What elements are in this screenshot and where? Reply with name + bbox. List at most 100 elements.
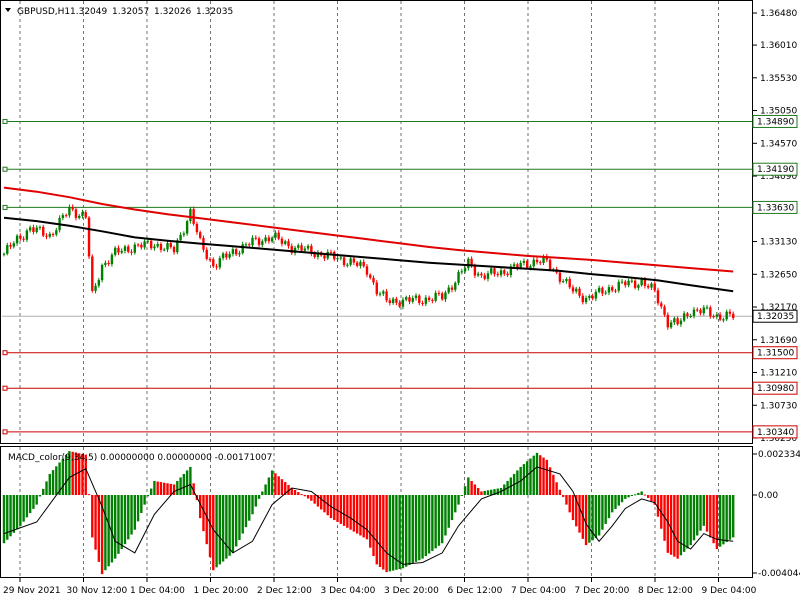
level-handle-icon [2,118,8,124]
macd-bar [313,495,316,504]
candle-body [460,271,463,273]
candle-body [679,320,683,325]
candle-body [490,268,493,274]
x-tick-label: 6 Dec 12:00 [448,586,503,596]
macd-bar [522,464,526,495]
candle-body [244,244,248,246]
macd-bar [483,490,486,495]
candle-body [61,215,65,218]
candle-body [699,309,702,314]
candle-body [316,252,320,258]
macd-bar [405,495,408,567]
macd-histogram [2,451,735,575]
candle-body [408,297,411,302]
candle-body [526,260,529,268]
macd-bar [58,462,61,495]
candle-body [270,237,274,242]
macd-bar [614,495,617,509]
candle-body [467,258,470,269]
macd-bar [643,494,647,496]
macd-bar [395,495,398,570]
macd-bar [480,491,483,495]
macd-bar [365,495,369,540]
candle-body [293,247,297,254]
level-handle-icon [2,166,8,172]
candle-body [463,268,467,272]
candle-body [444,292,447,300]
candle-body [323,255,326,259]
chevron-down-icon[interactable] [5,8,11,12]
macd-bar [447,495,450,528]
macd-bar [604,495,607,524]
macd-bar [117,495,120,554]
candle-body [55,230,58,235]
candle-body [91,256,94,291]
macd-bar [496,488,499,495]
macd-bar [486,490,490,495]
candle-body [640,279,643,286]
y-tick-label: 1.36010 [760,41,797,51]
macd-bar [682,495,686,552]
macd-bar [597,495,601,536]
macd-bar [575,495,578,527]
macd-bar [38,495,42,497]
macd-label: MACD_color(9,34,5) 0.00000000 0.00000000… [8,453,272,463]
level-tag [752,200,798,214]
candle-body [25,230,29,240]
macd-signal-line [3,466,734,565]
x-tick-label: 30 Nov 12:00 [67,586,128,596]
candle-body [532,259,535,267]
x-tick-label: 7 Dec 04:00 [511,586,566,596]
macd-bar [624,495,627,499]
candle-body [12,243,16,247]
level-handle-icon [2,429,8,435]
candle-body [104,262,107,265]
macd-bar [679,495,683,556]
macd-bar [542,457,545,495]
macd-bar [450,495,454,521]
macd-bar [349,495,352,530]
macd-bar [284,482,287,495]
macd-bar [584,495,588,546]
candle-body [81,212,84,216]
macd-y-tick-label: 0.0023344 [758,450,800,460]
candle-body [712,316,715,318]
candle-body [499,270,503,276]
candle-body [257,238,261,245]
candle-body [454,282,457,290]
candle-body [212,259,215,267]
macd-bar [110,495,114,563]
candle-body [113,247,117,255]
candle-body [440,293,444,300]
macd-bar [251,495,254,515]
candle-body [395,298,398,303]
candle-body [401,299,405,307]
macd-bar [264,484,267,495]
x-tick-label: 3 Dec 04:00 [321,586,376,596]
macd-bar [133,495,136,530]
macd-bar [78,453,81,495]
level-tag-label: 1.31500 [757,349,794,359]
candle-body [391,298,395,304]
candle-body [476,273,480,276]
candle-body [414,295,418,299]
candle-body [568,279,571,288]
level-tag [752,425,798,439]
level-tag-label: 1.33630 [757,203,794,213]
macd-bar [401,495,405,569]
horizontal-levels[interactable] [2,118,752,435]
candle-body [248,244,251,246]
candle-body [179,234,182,241]
ma-slow-line [3,186,734,273]
macd-bar [100,495,104,575]
candle-body [633,280,637,288]
candle-body [493,268,496,275]
macd-bar [241,495,244,534]
candle-body [133,244,136,253]
candle-body [205,249,208,259]
y-tick-label: 1.36480 [760,9,797,19]
last-price-tag [752,309,798,323]
x-tick-label: 1 Dec 20:00 [194,586,249,596]
macd-bar [254,495,257,507]
